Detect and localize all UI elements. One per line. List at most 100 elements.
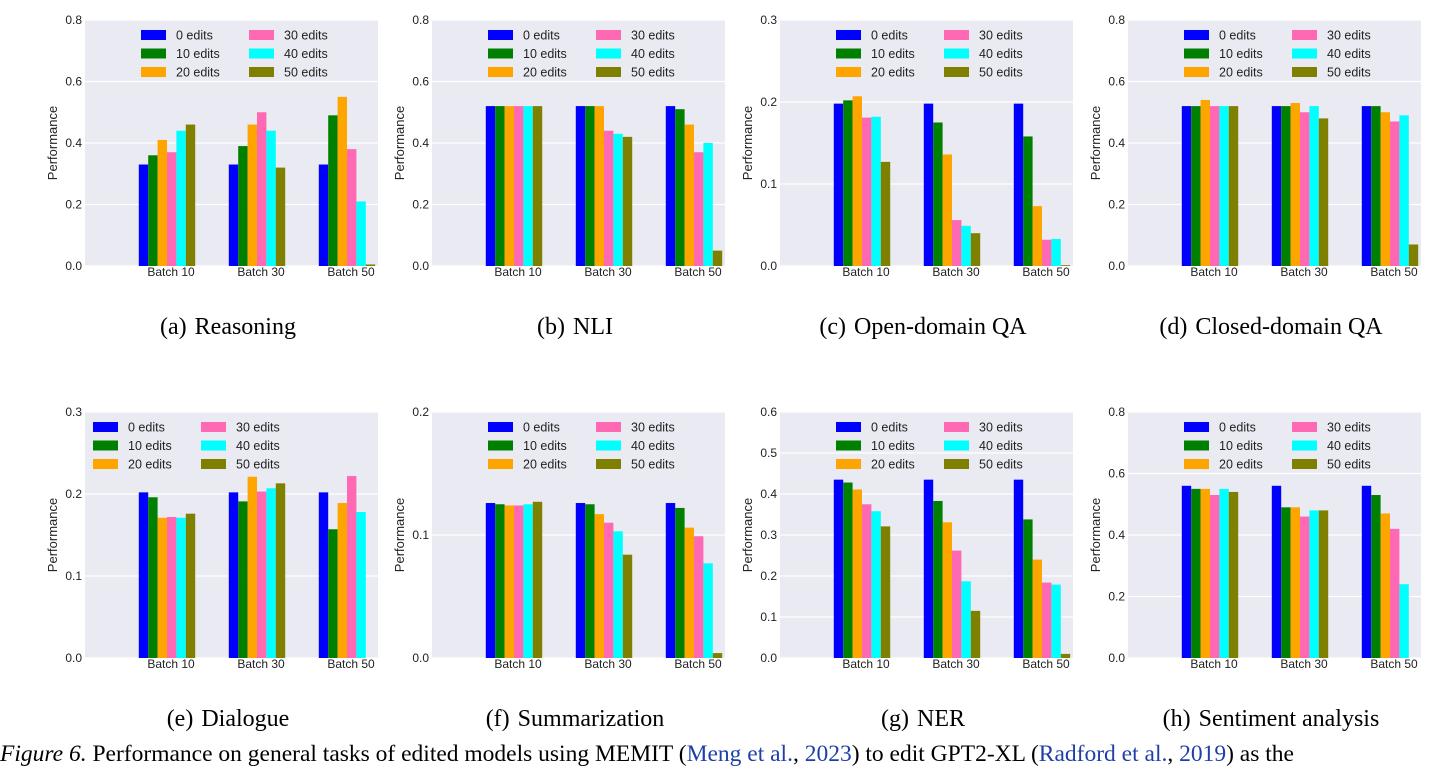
legend-label: 0 edits — [176, 29, 213, 43]
y-tick-label: 0.2 — [1108, 198, 1125, 212]
bar-10-edits-batch-30 — [585, 106, 595, 266]
bar-20-edits-batch-30 — [247, 124, 257, 266]
bar-40-edits-batch-30 — [1309, 510, 1319, 658]
y-tick-label: 0.6 — [412, 75, 429, 89]
bar-0-edits-batch-50 — [665, 503, 676, 658]
bar-50-edits-batch-30 — [622, 554, 633, 658]
bar-10-edits-batch-50 — [328, 529, 338, 658]
bar-30-edits-batch-30 — [1300, 516, 1310, 658]
y-tick-label: 0.4 — [412, 136, 429, 150]
subfigure-letter: (d) — [1159, 314, 1188, 340]
bar-10-edits-batch-10 — [495, 106, 505, 266]
legend-swatch — [1184, 422, 1209, 432]
legend-swatch — [1292, 459, 1317, 469]
legend-label: 0 edits — [523, 421, 560, 435]
legend-swatch — [488, 459, 513, 469]
legend-swatch — [488, 30, 513, 40]
subfigure-letter: (c) — [819, 314, 846, 340]
chart-svg: 0.0 0.1 0.2 0.3 Performance Batch 10 Batch 30 B… — [740, 13, 1073, 279]
bar-50-edits-batch-10 — [185, 513, 196, 658]
legend-swatch — [1292, 48, 1317, 59]
bar-20-edits-batch-30 — [942, 154, 952, 266]
y-tick-label: 0.1 — [760, 177, 777, 191]
legend-label: 20 edits — [871, 66, 915, 80]
bar-40-edits-batch-50 — [703, 563, 713, 658]
y-tick-label: 0.2 — [65, 487, 82, 501]
legend-swatch — [596, 440, 621, 451]
y-tick-label: 0.2 — [412, 198, 429, 212]
bar-20-edits-batch-50 — [1032, 559, 1042, 658]
bar-10-edits-batch-10 — [843, 482, 853, 658]
legend-label: 0 edits — [128, 421, 165, 435]
legend-swatch — [836, 67, 861, 77]
bar-20-edits-batch-10 — [852, 489, 862, 658]
bar-20-edits-batch-10 — [157, 517, 167, 658]
y-tick-label: 0.1 — [412, 528, 429, 542]
x-tick-label: Batch 50 — [1022, 657, 1070, 671]
bar-20-edits-batch-30 — [247, 476, 257, 658]
caption-figure-number: Figure 6. — [0, 741, 87, 767]
bar-40-edits-batch-10 — [1219, 106, 1229, 266]
bar-40-edits-batch-30 — [961, 225, 971, 266]
legend-swatch — [249, 30, 274, 40]
legend-label: 0 edits — [1219, 29, 1256, 43]
legend-label: 50 edits — [1327, 458, 1371, 472]
bar-20-edits-batch-50 — [337, 96, 347, 266]
legend-label: 10 edits — [128, 439, 172, 453]
y-tick-label: 0.8 — [65, 13, 82, 27]
bar-50-edits-batch-30 — [275, 483, 286, 658]
subfigure-letter: (b) — [537, 314, 565, 340]
legend-label: 20 edits — [128, 458, 172, 472]
bar-0-edits-batch-30 — [575, 106, 586, 266]
bar-30-edits-batch-10 — [862, 117, 872, 266]
bar-10-edits-batch-50 — [328, 115, 338, 266]
legend-swatch — [944, 67, 969, 77]
legend-label: 20 edits — [523, 458, 567, 472]
legend-label: 30 edits — [979, 421, 1023, 435]
bar-10-edits-batch-50 — [1371, 495, 1381, 658]
legend-swatch — [488, 67, 513, 77]
legend-swatch — [488, 422, 513, 432]
y-tick-label: 0.3 — [65, 405, 82, 419]
y-tick-label: 0.2 — [760, 95, 777, 109]
bar-30-edits-batch-10 — [514, 106, 524, 266]
legend-swatch — [249, 67, 274, 77]
subfigure-caption: (g) NER — [718, 706, 1128, 733]
bar-10-edits-batch-50 — [675, 109, 685, 266]
bar-0-edits-batch-10 — [1181, 485, 1192, 658]
bar-10-edits-batch-30 — [1281, 507, 1291, 658]
legend-swatch — [488, 48, 513, 59]
bar-40-edits-batch-10 — [176, 517, 186, 658]
legend-label: 20 edits — [871, 458, 915, 472]
bar-50-edits-batch-50 — [1408, 244, 1419, 266]
subfigure-letter: (f) — [485, 706, 510, 732]
y-tick-label: 0.1 — [65, 569, 82, 583]
subfigure-title: Dialogue — [201, 706, 290, 732]
bar-50-edits-batch-30 — [970, 610, 981, 658]
chart-panel-5: 0.0 0.1 0.2 0.3 Performance Batch 10 Batch 30 B… — [38, 402, 398, 782]
x-tick-label: Batch 30 — [1280, 265, 1328, 279]
bar-30-edits-batch-50 — [694, 152, 704, 266]
bar-10-edits-batch-50 — [1023, 519, 1033, 658]
x-tick-label: Batch 30 — [932, 265, 980, 279]
y-axis-label: Performance — [45, 106, 60, 180]
bar-0-edits-batch-30 — [1271, 106, 1282, 266]
bar-10-edits-batch-30 — [585, 504, 595, 658]
bar-10-edits-batch-50 — [1023, 136, 1033, 266]
bar-0-edits-batch-10 — [138, 164, 149, 266]
legend-label: 50 edits — [979, 66, 1023, 80]
citation-radford-year[interactable]: 2019 — [1179, 741, 1227, 767]
bar-40-edits-batch-10 — [523, 504, 533, 658]
legend-swatch — [836, 459, 861, 469]
bar-0-edits-batch-10 — [138, 492, 149, 658]
subfigure-caption: (a) Reasoning — [23, 314, 433, 341]
y-tick-label: 0.0 — [65, 651, 82, 665]
citation-meng-author[interactable]: Meng et al. — [686, 741, 793, 767]
y-tick-label: 0.3 — [760, 528, 777, 542]
y-tick-label: 0.6 — [760, 405, 777, 419]
bar-50-edits-batch-50 — [712, 250, 723, 266]
citation-meng-year[interactable]: 2023 — [804, 741, 852, 767]
chart-panel-2: 0.0 0.2 0.4 0.6 0.8 Performance Batch 10 Batch … — [385, 10, 745, 390]
citation-radford-author[interactable]: Radford et al. — [1038, 741, 1168, 767]
chart-panel-7: 0.0 0.1 0.2 0.3 0.4 0.5 0.6 Performance Batch 10… — [733, 402, 1093, 782]
